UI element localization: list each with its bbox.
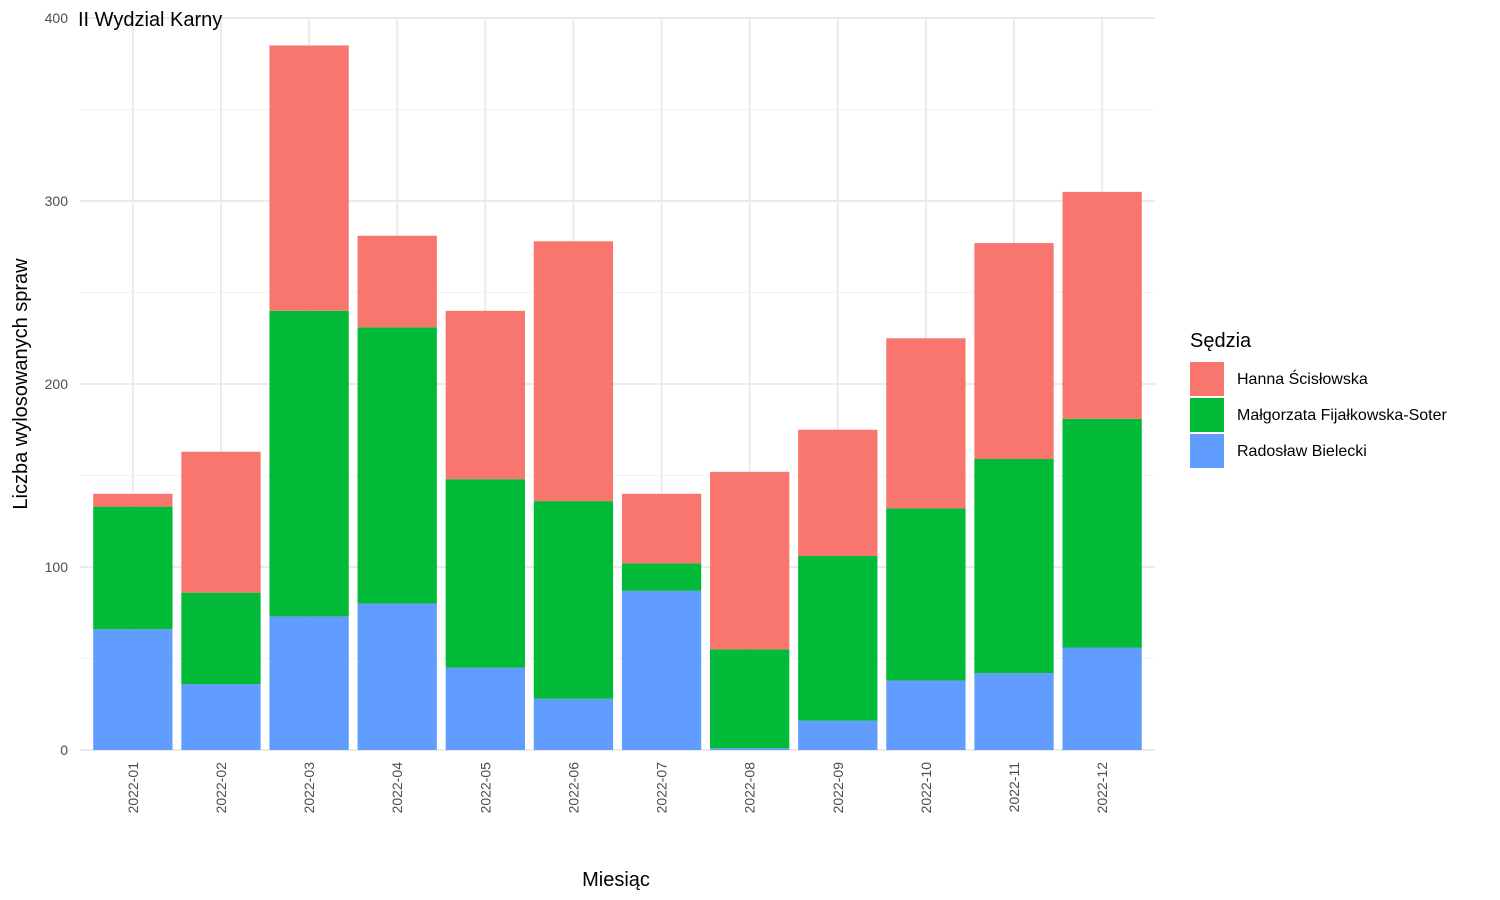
legend-label: Małgorzata Fijałkowska-Soter	[1237, 407, 1448, 424]
bar-segment	[886, 680, 966, 750]
bar-segment	[445, 310, 525, 480]
y-tick-label: 200	[45, 376, 69, 392]
bar-segment	[621, 563, 702, 591]
legend-key	[1190, 434, 1224, 468]
bar-segment	[974, 673, 1054, 750]
y-tick-label: 400	[45, 10, 69, 26]
bar-segment	[269, 616, 349, 750]
y-axis-ticks: 0 100 200 300 400	[45, 10, 69, 758]
x-tick-label: 2022-11	[1006, 762, 1022, 813]
x-tick-label: 2022-09	[830, 762, 846, 814]
bar-segment	[445, 479, 525, 668]
bar-segment	[533, 501, 614, 699]
y-tick-label: 0	[60, 742, 68, 758]
bar-segment	[974, 243, 1054, 460]
bar-segment	[181, 684, 261, 750]
bar-segment	[710, 748, 790, 750]
legend-key	[1190, 362, 1224, 396]
bar-segment	[533, 241, 614, 502]
bar-segment	[357, 327, 437, 604]
panel-title: II Wydzial Karny	[78, 9, 222, 31]
bar-segment	[93, 629, 173, 750]
bar-segment	[710, 471, 790, 650]
bar-segment	[710, 649, 790, 749]
legend-label: Hanna Ścisłowska	[1237, 369, 1368, 388]
x-tick-label: 2022-02	[213, 762, 229, 814]
x-tick-label: 2022-04	[389, 762, 405, 814]
bar-segment	[1062, 418, 1142, 648]
bar-segment	[621, 590, 702, 750]
bar-segment	[798, 429, 878, 557]
bar-segment	[886, 338, 966, 509]
legend-key	[1190, 398, 1224, 432]
bar-segment	[533, 698, 614, 750]
bar-segment	[1062, 191, 1142, 419]
bar-segment	[357, 235, 437, 328]
bar-segment	[357, 603, 437, 750]
y-axis-title: Liczba wylosowanych spraw	[10, 258, 32, 510]
legend: Sędzia Hanna Ścisłowska Małgorzata Fijałk…	[1190, 330, 1448, 468]
bar-segment	[269, 310, 349, 617]
bar-segment	[445, 667, 525, 750]
bar-segment	[798, 556, 878, 721]
bar-segment	[181, 592, 261, 685]
x-tick-label: 2022-05	[477, 762, 493, 814]
x-axis-title: Miesiąc	[582, 869, 650, 891]
legend-label: Radosław Bielecki	[1237, 443, 1367, 460]
bar-segment	[974, 459, 1054, 674]
bar-segment	[886, 508, 966, 681]
x-tick-label: 2022-12	[1094, 762, 1110, 814]
x-tick-label: 2022-01	[125, 762, 141, 814]
x-tick-label: 2022-03	[301, 762, 317, 814]
y-tick-label: 100	[45, 559, 69, 575]
bar-segment	[93, 493, 173, 507]
bar-segment	[269, 45, 349, 311]
x-tick-label: 2022-06	[565, 762, 581, 814]
x-axis-ticks: 2022-01 2022-02 2022-03 2022-04 2022-05 2022-…	[125, 762, 1110, 814]
bar-segment	[798, 720, 878, 750]
x-tick-label: 2022-10	[918, 762, 934, 814]
x-tick-label: 2022-08	[742, 762, 758, 814]
bar-segment	[1062, 647, 1142, 750]
bar-segment	[181, 451, 261, 593]
x-tick-label: 2022-07	[654, 762, 670, 814]
bar-segment	[93, 506, 173, 630]
bar-segment	[621, 493, 702, 564]
bars	[93, 45, 1142, 750]
y-tick-label: 300	[45, 193, 69, 209]
legend-title: Sędzia	[1190, 330, 1252, 352]
